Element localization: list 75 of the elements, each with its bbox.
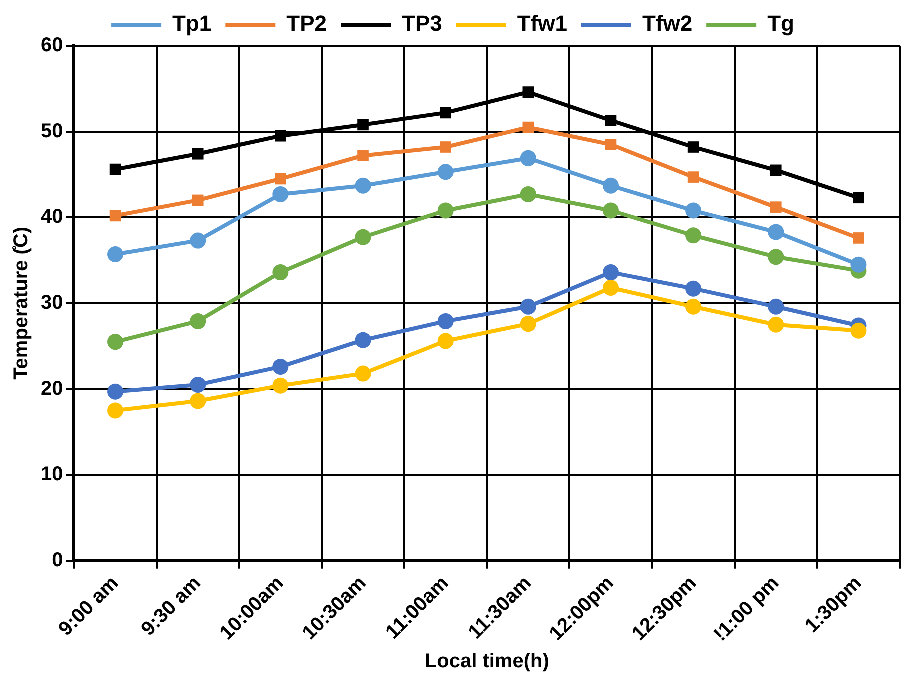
point (190, 376, 206, 393)
point (602, 202, 619, 219)
point (686, 202, 702, 219)
point (108, 402, 124, 419)
point (355, 366, 372, 382)
point (108, 334, 124, 350)
point (190, 393, 206, 410)
y-tick-label: 50 (40, 120, 64, 142)
point (110, 210, 122, 222)
y-tick-label: 60 (40, 34, 64, 57)
y-tick-label: 40 (40, 206, 64, 228)
point (108, 246, 124, 263)
point (853, 192, 864, 204)
point (520, 150, 536, 166)
x-tick-label: 9:30 am (137, 572, 206, 640)
point (108, 384, 124, 400)
point (275, 130, 286, 142)
point (190, 232, 206, 249)
point (272, 378, 289, 394)
x-axis-title: Local time(h) (424, 650, 550, 673)
y-tick-label: 0 (52, 549, 64, 572)
point (686, 298, 702, 315)
x-tick-label: 9:00 am (54, 572, 123, 640)
point (768, 224, 784, 240)
point (770, 202, 782, 213)
point (275, 173, 286, 185)
point (438, 313, 454, 330)
point (272, 264, 289, 281)
point (190, 313, 206, 330)
point (438, 202, 454, 219)
point (192, 148, 204, 160)
point (522, 122, 534, 134)
point (272, 186, 289, 202)
point (605, 139, 617, 150)
legend-label: TP3 (402, 11, 442, 36)
point (770, 164, 782, 176)
point (440, 142, 452, 153)
point (438, 164, 454, 180)
point (602, 264, 619, 281)
y-tick-label: 10 (40, 464, 64, 486)
point (355, 178, 372, 194)
point (110, 164, 122, 176)
legend-label: Tfw2 (642, 11, 693, 36)
point (272, 358, 289, 375)
y-tick-label: 20 (40, 378, 64, 400)
y-tick-label: 30 (40, 292, 64, 314)
legend-label: Tp1 (172, 11, 212, 36)
point (768, 249, 784, 266)
point (522, 86, 534, 98)
legend-label: TP2 (286, 11, 328, 36)
point (355, 332, 372, 348)
y-axis-title: Temperature (̊C) (10, 226, 33, 380)
point (688, 142, 700, 153)
point (686, 228, 702, 244)
point (768, 298, 784, 315)
point (192, 194, 204, 206)
point (686, 280, 702, 297)
point (358, 150, 369, 162)
point (355, 229, 372, 246)
point (520, 298, 536, 315)
legend-label: Tfw1 (517, 11, 568, 36)
legend-label: Tg (768, 11, 794, 36)
point (602, 280, 619, 296)
point (358, 119, 369, 131)
point (602, 178, 619, 194)
point (850, 322, 867, 339)
point (440, 107, 452, 119)
point (768, 316, 784, 333)
point (853, 232, 864, 244)
point (520, 186, 536, 202)
point (605, 115, 617, 126)
point (850, 256, 867, 273)
point (688, 172, 700, 183)
point (438, 333, 454, 350)
point (520, 316, 536, 332)
